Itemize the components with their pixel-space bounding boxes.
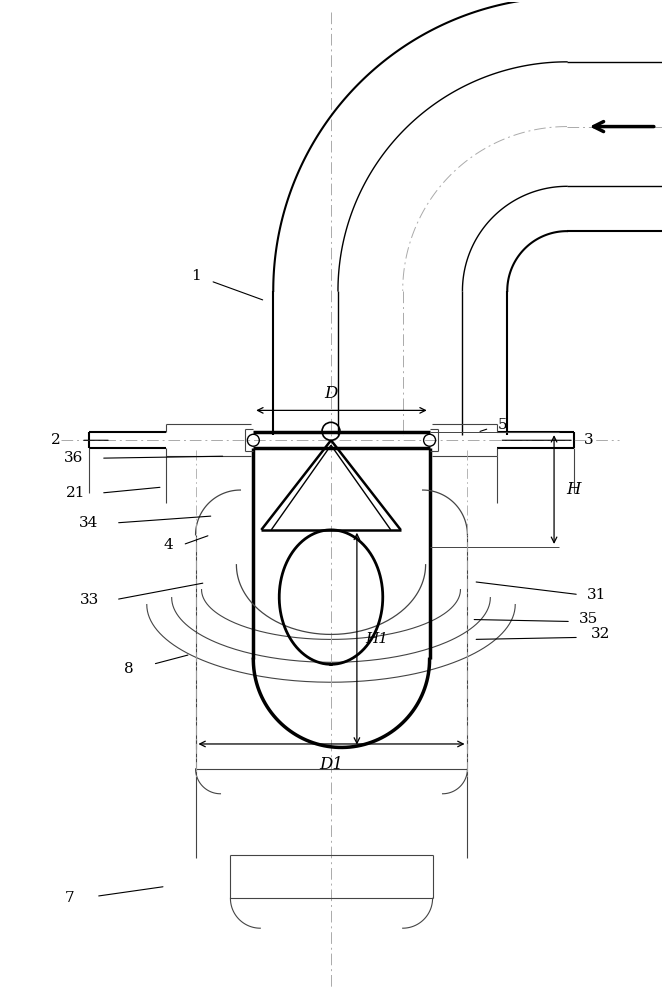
Text: 1: 1 <box>191 269 200 283</box>
Text: 2: 2 <box>51 433 61 447</box>
Text: D: D <box>324 385 337 402</box>
Text: 7: 7 <box>64 891 74 905</box>
Text: H: H <box>566 481 581 498</box>
Text: 31: 31 <box>587 588 607 602</box>
Text: 35: 35 <box>579 612 599 626</box>
Text: D1: D1 <box>319 756 343 773</box>
Text: H1: H1 <box>365 632 388 646</box>
Text: 33: 33 <box>80 593 99 607</box>
Text: 21: 21 <box>66 486 86 500</box>
Text: 8: 8 <box>124 662 134 676</box>
Text: 5: 5 <box>497 418 507 432</box>
Text: 32: 32 <box>591 627 611 641</box>
Text: 34: 34 <box>80 516 99 530</box>
Text: 3: 3 <box>584 433 594 447</box>
Text: 4: 4 <box>164 538 174 552</box>
Text: 36: 36 <box>64 451 83 465</box>
